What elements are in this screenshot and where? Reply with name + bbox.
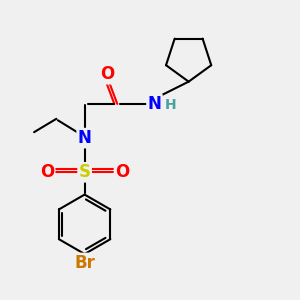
Text: N: N bbox=[78, 129, 92, 147]
Text: N: N bbox=[148, 95, 161, 113]
Text: O: O bbox=[100, 65, 114, 83]
Text: O: O bbox=[115, 163, 130, 181]
Text: Br: Br bbox=[74, 254, 95, 272]
Text: S: S bbox=[79, 163, 91, 181]
Text: H: H bbox=[165, 98, 177, 112]
Text: O: O bbox=[40, 163, 54, 181]
